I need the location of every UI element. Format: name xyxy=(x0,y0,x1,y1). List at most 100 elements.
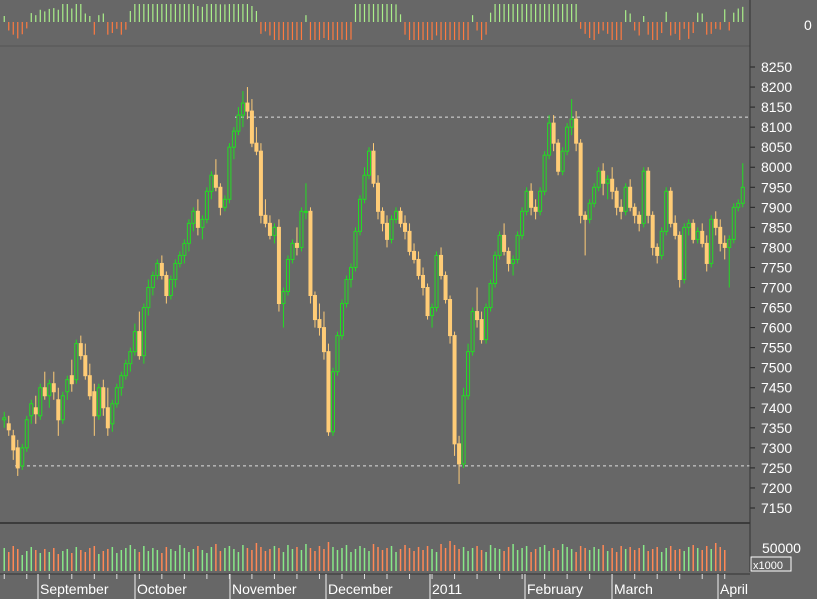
candle-body xyxy=(290,242,295,260)
candle xyxy=(673,215,678,240)
y-tick-label: 8050 xyxy=(761,139,792,155)
candle-body xyxy=(155,262,160,276)
x-tick-label: February xyxy=(527,581,583,597)
candle-body xyxy=(691,222,696,240)
candle-body xyxy=(33,407,38,415)
candle xyxy=(556,139,561,176)
candle xyxy=(736,199,741,212)
candle xyxy=(330,367,335,436)
candle xyxy=(475,287,480,328)
candle-body xyxy=(448,299,453,337)
candle xyxy=(560,147,565,176)
candle-body xyxy=(168,278,173,297)
candle xyxy=(389,215,394,244)
candle-body xyxy=(452,335,457,445)
candle xyxy=(110,399,115,432)
candle xyxy=(353,227,358,272)
candle-body xyxy=(119,375,124,389)
candle-body xyxy=(6,423,11,431)
candle-body xyxy=(533,206,538,212)
candle xyxy=(641,167,646,228)
candle-body xyxy=(249,110,254,144)
candle-body xyxy=(326,351,331,433)
candle xyxy=(569,99,574,136)
candle-body xyxy=(704,242,709,264)
candle xyxy=(51,371,56,400)
candle-body xyxy=(430,307,435,317)
candle xyxy=(272,223,277,244)
y-tick-label: 7850 xyxy=(761,219,792,235)
candle xyxy=(668,187,673,228)
candle-body xyxy=(722,242,727,248)
candle xyxy=(182,239,187,264)
candle xyxy=(610,167,615,200)
candle xyxy=(114,383,119,408)
candle-body xyxy=(303,210,308,213)
candle xyxy=(240,91,245,128)
candle xyxy=(632,203,637,224)
candle xyxy=(159,255,164,280)
candle-body xyxy=(344,278,349,305)
candle xyxy=(38,383,43,420)
candle-body xyxy=(47,383,52,397)
candle-body xyxy=(141,307,146,357)
candle-body xyxy=(177,254,182,264)
candle-body xyxy=(736,202,741,208)
candle xyxy=(637,211,642,232)
candle xyxy=(430,303,435,328)
candle-body xyxy=(515,234,520,260)
candle xyxy=(704,235,709,272)
candle-body xyxy=(204,190,209,220)
candle xyxy=(222,195,227,212)
candle xyxy=(380,207,385,232)
candle-body xyxy=(227,146,232,200)
candle-body xyxy=(727,238,732,248)
candle-body xyxy=(484,307,489,341)
candle-body xyxy=(245,102,250,112)
candle xyxy=(628,179,633,212)
candle-body xyxy=(389,218,394,240)
candle-body xyxy=(78,343,83,357)
candle-body xyxy=(60,395,65,421)
candle xyxy=(403,215,408,240)
candle-body xyxy=(709,218,714,264)
candle xyxy=(249,99,254,148)
candle xyxy=(700,223,705,248)
candle xyxy=(538,187,543,216)
candle-body xyxy=(686,222,691,228)
candle xyxy=(722,235,727,260)
candle xyxy=(461,387,466,468)
candle xyxy=(484,303,489,344)
candle xyxy=(479,311,484,344)
candle-body xyxy=(592,186,597,204)
candle xyxy=(155,259,160,280)
candle-body xyxy=(186,222,191,244)
y-tick-label: 8000 xyxy=(761,159,792,175)
candle-body xyxy=(114,387,119,405)
candle-body xyxy=(403,222,408,232)
candle-body xyxy=(366,150,371,176)
candle xyxy=(488,279,493,312)
candle-body xyxy=(209,174,214,192)
candle-body xyxy=(357,198,362,232)
candle xyxy=(520,207,525,240)
candle-body xyxy=(407,230,412,252)
candle xyxy=(294,227,299,256)
candle-body xyxy=(2,417,7,421)
candle xyxy=(96,383,101,420)
candle xyxy=(619,199,624,220)
price-axis: 7150 7200 7250 7300 7350 7400 7450 7500 7550 7600… xyxy=(750,59,792,516)
candle-body xyxy=(128,351,133,365)
candle xyxy=(2,411,7,428)
candle-body xyxy=(173,262,178,280)
candle xyxy=(713,211,718,236)
y-tick-label: 7650 xyxy=(761,300,792,316)
candle-body xyxy=(637,214,642,224)
candle-body xyxy=(434,254,439,309)
candle-body xyxy=(15,447,20,469)
candle xyxy=(281,287,286,328)
x-tick-label: November xyxy=(232,581,297,597)
candle xyxy=(601,163,606,196)
candle xyxy=(412,243,417,264)
